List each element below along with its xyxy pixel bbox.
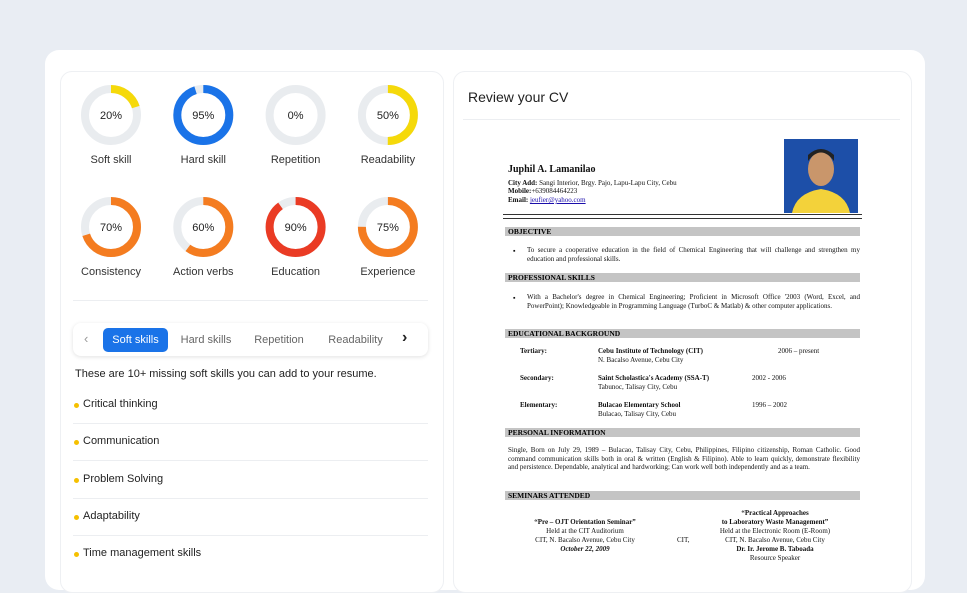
tab[interactable]: Soft skills: [103, 328, 168, 352]
gauges: 20% Soft skill 95% Hard skill 0% Repetition 50…: [81, 85, 418, 278]
gauge-name: Action verbs: [173, 266, 234, 278]
edu-address: Tabunoc, Talisay City, Cebu: [598, 383, 678, 391]
value: Sangi Interior, Brgy. Pajo, Lapu-Lapu Ci…: [539, 179, 677, 187]
gauge-track: [265, 85, 326, 145]
edu-years: 2002 - 2006: [752, 374, 786, 382]
edu-address: Bulacao, Talisay City, Cebu: [598, 410, 677, 418]
gauge-arc: [173, 85, 234, 145]
seminar-address: CIT, N. Bacalso Avenue, Cebu City: [535, 536, 635, 544]
skill-dot: [74, 440, 79, 446]
divider: [73, 300, 428, 301]
edu-school: Bulacao Elementary School: [598, 401, 681, 409]
gauge-name: Experience: [360, 266, 415, 278]
gauge-label: 75%: [377, 222, 399, 234]
edu-years: 1996 – 2002: [752, 401, 787, 409]
skill-item: Critical thinking: [83, 398, 158, 410]
gauge-arc: [81, 85, 141, 145]
gauge-arc: [81, 197, 141, 257]
seminar-title: “Pre – OJT Orientation Seminar”: [534, 518, 636, 526]
gauge-name: Repetition: [271, 154, 321, 166]
edu-years: 2006 – present: [778, 347, 820, 355]
divider: [73, 460, 428, 462]
gauge-name: Education: [271, 266, 320, 278]
skill-dot: [74, 403, 79, 408]
value: jeufier@yahoo.com: [529, 196, 586, 204]
section-heading: SEMINARS ATTENDED: [505, 491, 860, 500]
section-heading: PERSONAL INFORMATION: [505, 428, 860, 437]
seminar-address: CIT, N. Bacalso Avenue, Cebu City: [725, 536, 825, 544]
tab-prev[interactable]: ‹: [84, 331, 89, 346]
gauge-label: 20%: [100, 110, 122, 122]
gauge-name: Consistency: [81, 266, 141, 278]
edu-level: Secondary:: [520, 374, 554, 382]
personal-text: Single, Born on July 29, 1989 – Bulacao,…: [508, 446, 860, 472]
missing-text: These are 10+ missing soft skills you ca…: [75, 368, 377, 380]
skill-dot: [74, 552, 79, 558]
cv-address: City Add: Sangi Interior, Brgy. Pajo, La…: [508, 179, 677, 188]
seminar-date: October 22, 2009: [560, 545, 610, 553]
gauge-name: Soft skill: [91, 154, 132, 166]
skill-dot: [74, 477, 79, 483]
divider: [463, 119, 900, 120]
cv-name: Juphil A. Lamanilao: [508, 164, 596, 175]
seminar-title: “Practical Approaches: [741, 509, 809, 517]
page: 20% Soft skill 95% Hard skill 0% Repetition 50…: [45, 50, 925, 593]
section-heading: PROFESSIONAL SKILLS: [505, 273, 860, 282]
gauge-label: 95%: [192, 110, 214, 122]
bullet: ▪: [513, 294, 516, 302]
skills-text: With a Bachelor's degree in Chemical Eng…: [527, 293, 860, 310]
gauge-label: 0%: [288, 110, 304, 122]
edu-level: Tertiary:: [520, 347, 547, 355]
gauge-label: 90%: [285, 222, 307, 234]
gauge-name: Readability: [361, 154, 416, 166]
label: Mobile:: [508, 187, 532, 195]
skill-item: Communication: [83, 435, 160, 448]
skill-dot: [74, 514, 79, 520]
seminar-prefix: CIT,: [677, 536, 690, 544]
section-heading: EDUCATIONAL BACKGROUND: [505, 329, 860, 338]
seminar-place: Held at the Electronic Room (E-Room): [719, 527, 831, 535]
tab-next[interactable]: ›: [402, 329, 408, 346]
label: City Add:: [508, 179, 538, 187]
cv-mobile: Mobile:+639084464223: [508, 187, 577, 196]
edu-school: Cebu Institute of Technology (CIT): [598, 347, 704, 355]
edu-school: Saint Scholastica's Academy (SSA-T): [598, 374, 710, 382]
header-rule: [503, 214, 862, 219]
edu-level: Elementary:: [520, 401, 558, 409]
seminar-place: Held at the CIT Auditorium: [546, 527, 624, 535]
gauge-label: 50%: [377, 110, 399, 122]
bullet: ▪: [513, 247, 516, 255]
review-title: Review your CV: [468, 89, 569, 105]
divider: [73, 534, 428, 536]
divider: [73, 497, 428, 499]
divider: [73, 423, 428, 424]
tab[interactable]: Readability: [328, 334, 383, 346]
section-heading: OBJECTIVE: [505, 227, 860, 236]
seminar-speaker: Dr. Ir. Jerome B. Taboada: [736, 545, 814, 553]
seminar-title: to Laboratory Waste Management”: [721, 518, 829, 526]
gauge-arc: [357, 197, 418, 257]
photo: [784, 139, 858, 213]
gauge-arc: [265, 197, 326, 257]
gauge-label: 60%: [192, 222, 214, 234]
gauge-label: 70%: [100, 222, 122, 234]
tab[interactable]: Hard skills: [180, 334, 232, 346]
tab[interactable]: Repetition: [254, 334, 304, 346]
seminar-role: Resource Speaker: [749, 554, 801, 562]
edu-address: N. Bacalso Avenue, Cebu City: [598, 356, 684, 364]
cv-email: Email: jeufier@yahoo.com: [508, 196, 586, 205]
gauge-arc: [173, 197, 234, 257]
value: +639084464223: [531, 187, 578, 195]
gauge-arc: [357, 85, 418, 145]
objective-text: To secure a cooperative education in the…: [527, 246, 860, 263]
skill-item: Problem Solving: [83, 472, 164, 485]
label: Email:: [508, 196, 529, 204]
skill-item: Adaptability: [83, 509, 140, 522]
gauge-name: Hard skill: [181, 154, 226, 166]
skill-item: Time management skills: [83, 547, 202, 560]
